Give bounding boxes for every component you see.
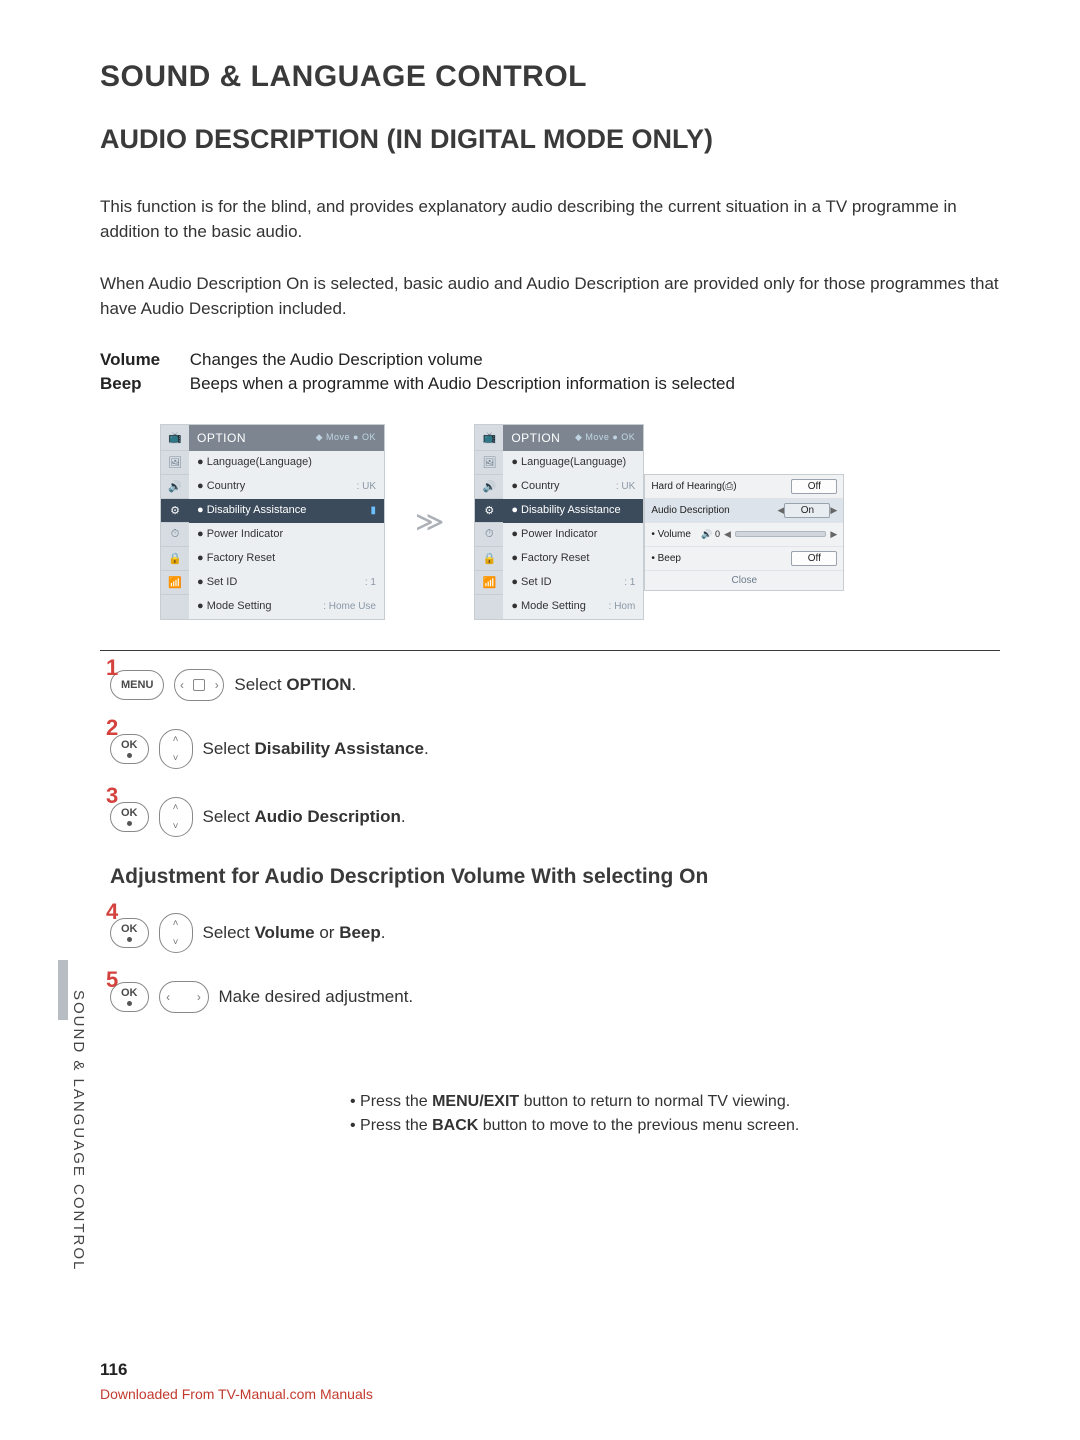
popup-ad-value: On [784, 503, 830, 518]
beep-definition: Beeps when a programme with Audio Descri… [190, 374, 735, 393]
dpad-horizontal-icon: ‹› [159, 981, 209, 1013]
audio-description-popup: Hard of Hearing(⎙) Off Audio Description… [644, 474, 844, 591]
definitions-block: Volume Changes the Audio Description vol… [100, 350, 1000, 394]
step-4: 4 OK ˄˅ Select Volume or Beep. [110, 913, 1000, 953]
step-5: 5 OK ‹› Make desired adjustment. [110, 981, 1000, 1013]
dpad-vertical-icon: ˄˅ [159, 797, 193, 837]
popup-close: Close [645, 571, 843, 590]
popup-beep-value: Off [791, 551, 837, 566]
intro-paragraph-1: This function is for the blind, and prov… [100, 195, 1000, 244]
osd-icon: 🔊 [161, 475, 189, 499]
osd-icon: ⏱ [161, 523, 189, 547]
intro-paragraph-2: When Audio Description On is selected, b… [100, 272, 1000, 321]
osd-icon: ⚙ [161, 499, 189, 523]
section-title: AUDIO DESCRIPTION (IN DIGITAL MODE ONLY) [100, 124, 1000, 155]
volume-term: Volume [100, 350, 185, 370]
osd-item: ● Mode Setting [197, 600, 323, 612]
right-caret-icon: ▶ [830, 505, 837, 516]
osd-panel-left: 📺 🖼 🔊 ⚙ ⏱ 🔒 📶 OPTION ◆ Move ● OK ● Langu… [160, 424, 385, 620]
osd-illustration-row: 📺 🖼 🔊 ⚙ ⏱ 🔒 📶 OPTION ◆ Move ● OK ● Langu… [100, 424, 1000, 620]
osd-item: ● Language(Language) [511, 456, 635, 468]
side-tab-label: SOUND & LANGUAGE CONTROL [70, 990, 87, 1271]
step-number: 1 [106, 655, 118, 681]
osd-item: ● Mode Setting [511, 600, 608, 612]
osd-icon: 📶 [475, 571, 503, 595]
step-text: Select Audio Description. [203, 807, 406, 827]
osd-title: OPTION [511, 431, 560, 445]
step-text: Select OPTION. [234, 675, 356, 695]
dpad-icon: ‹› [174, 669, 224, 701]
osd-hints: ◆ Move ● OK [575, 432, 635, 443]
popup-hoh-value: Off [791, 479, 837, 494]
popup-volume-value: 🔊 0 [701, 529, 720, 540]
osd-title: OPTION [197, 431, 246, 445]
osd-icon: ⏱ [475, 523, 503, 547]
popup-ad-label: Audio Description [651, 505, 777, 516]
popup-hoh-label: Hard of Hearing(⎙) [651, 481, 791, 492]
beep-term: Beep [100, 374, 185, 394]
download-source: Downloaded From TV-Manual.com Manuals [100, 1386, 373, 1402]
dpad-vertical-icon: ˄˅ [159, 729, 193, 769]
osd-icon: 🔒 [161, 547, 189, 571]
osd-item: ● Factory Reset [197, 552, 376, 564]
step-3: 3 OK ˄˅ Select Audio Description. [110, 797, 1000, 837]
osd-item: ● Factory Reset [511, 552, 635, 564]
step-number: 5 [106, 967, 118, 993]
step-number: 3 [106, 783, 118, 809]
osd-hints: ◆ Move ● OK [316, 432, 376, 443]
side-tab-rect [58, 960, 68, 1020]
osd-item: ● Set ID [511, 576, 624, 588]
osd-item: ● Language(Language) [197, 456, 376, 468]
popup-beep-label: • Beep [651, 553, 791, 564]
dpad-vertical-icon: ˄˅ [159, 913, 193, 953]
osd-icon: 🖼 [161, 451, 189, 475]
footer-notes: • Press the MENU/EXIT button to return t… [350, 1093, 1000, 1135]
osd-icon: 📺 [161, 425, 189, 451]
osd-item: ● Country [197, 480, 357, 492]
adjustment-heading: Adjustment for Audio Description Volume … [110, 865, 1000, 889]
step-1: 1 MENU ‹› Select OPTION. [110, 669, 1000, 701]
step-text: Select Volume or Beep. [203, 923, 386, 943]
osd-item: ● Set ID [197, 576, 365, 588]
osd-item-selected: ● Disability Assistance [511, 504, 635, 516]
arrow-icon: ≫ [405, 505, 454, 538]
step-text: Make desired adjustment. [219, 987, 414, 1007]
page-number: 116 [100, 1360, 127, 1380]
step-text: Select Disability Assistance. [203, 739, 429, 759]
volume-definition: Changes the Audio Description volume [190, 350, 483, 369]
popup-volume-slider: ◀▶ [724, 529, 837, 540]
popup-volume-label: • Volume [651, 529, 701, 540]
divider [100, 650, 1000, 651]
osd-panel-right: 📺 🖼 🔊 ⚙ ⏱ 🔒 📶 OPTION ◆ Move ● OK ● Langu… [474, 424, 644, 620]
page-title: SOUND & LANGUAGE CONTROL [100, 60, 1000, 94]
osd-icon: 🔊 [475, 475, 503, 499]
osd-item-selected: ● Disability Assistance [197, 504, 370, 516]
step-number: 4 [106, 899, 118, 925]
osd-icon: 🔒 [475, 547, 503, 571]
osd-icon: 📺 [475, 425, 503, 451]
osd-icon: 📶 [161, 571, 189, 595]
step-number: 2 [106, 715, 118, 741]
step-2: 2 OK ˄˅ Select Disability Assistance. [110, 729, 1000, 769]
left-caret-icon: ◀ [777, 505, 784, 516]
osd-icon: 🖼 [475, 451, 503, 475]
osd-item: ● Country [511, 480, 616, 492]
osd-icon: ⚙ [475, 499, 503, 523]
osd-item: ● Power Indicator [197, 528, 376, 540]
osd-item: ● Power Indicator [511, 528, 635, 540]
